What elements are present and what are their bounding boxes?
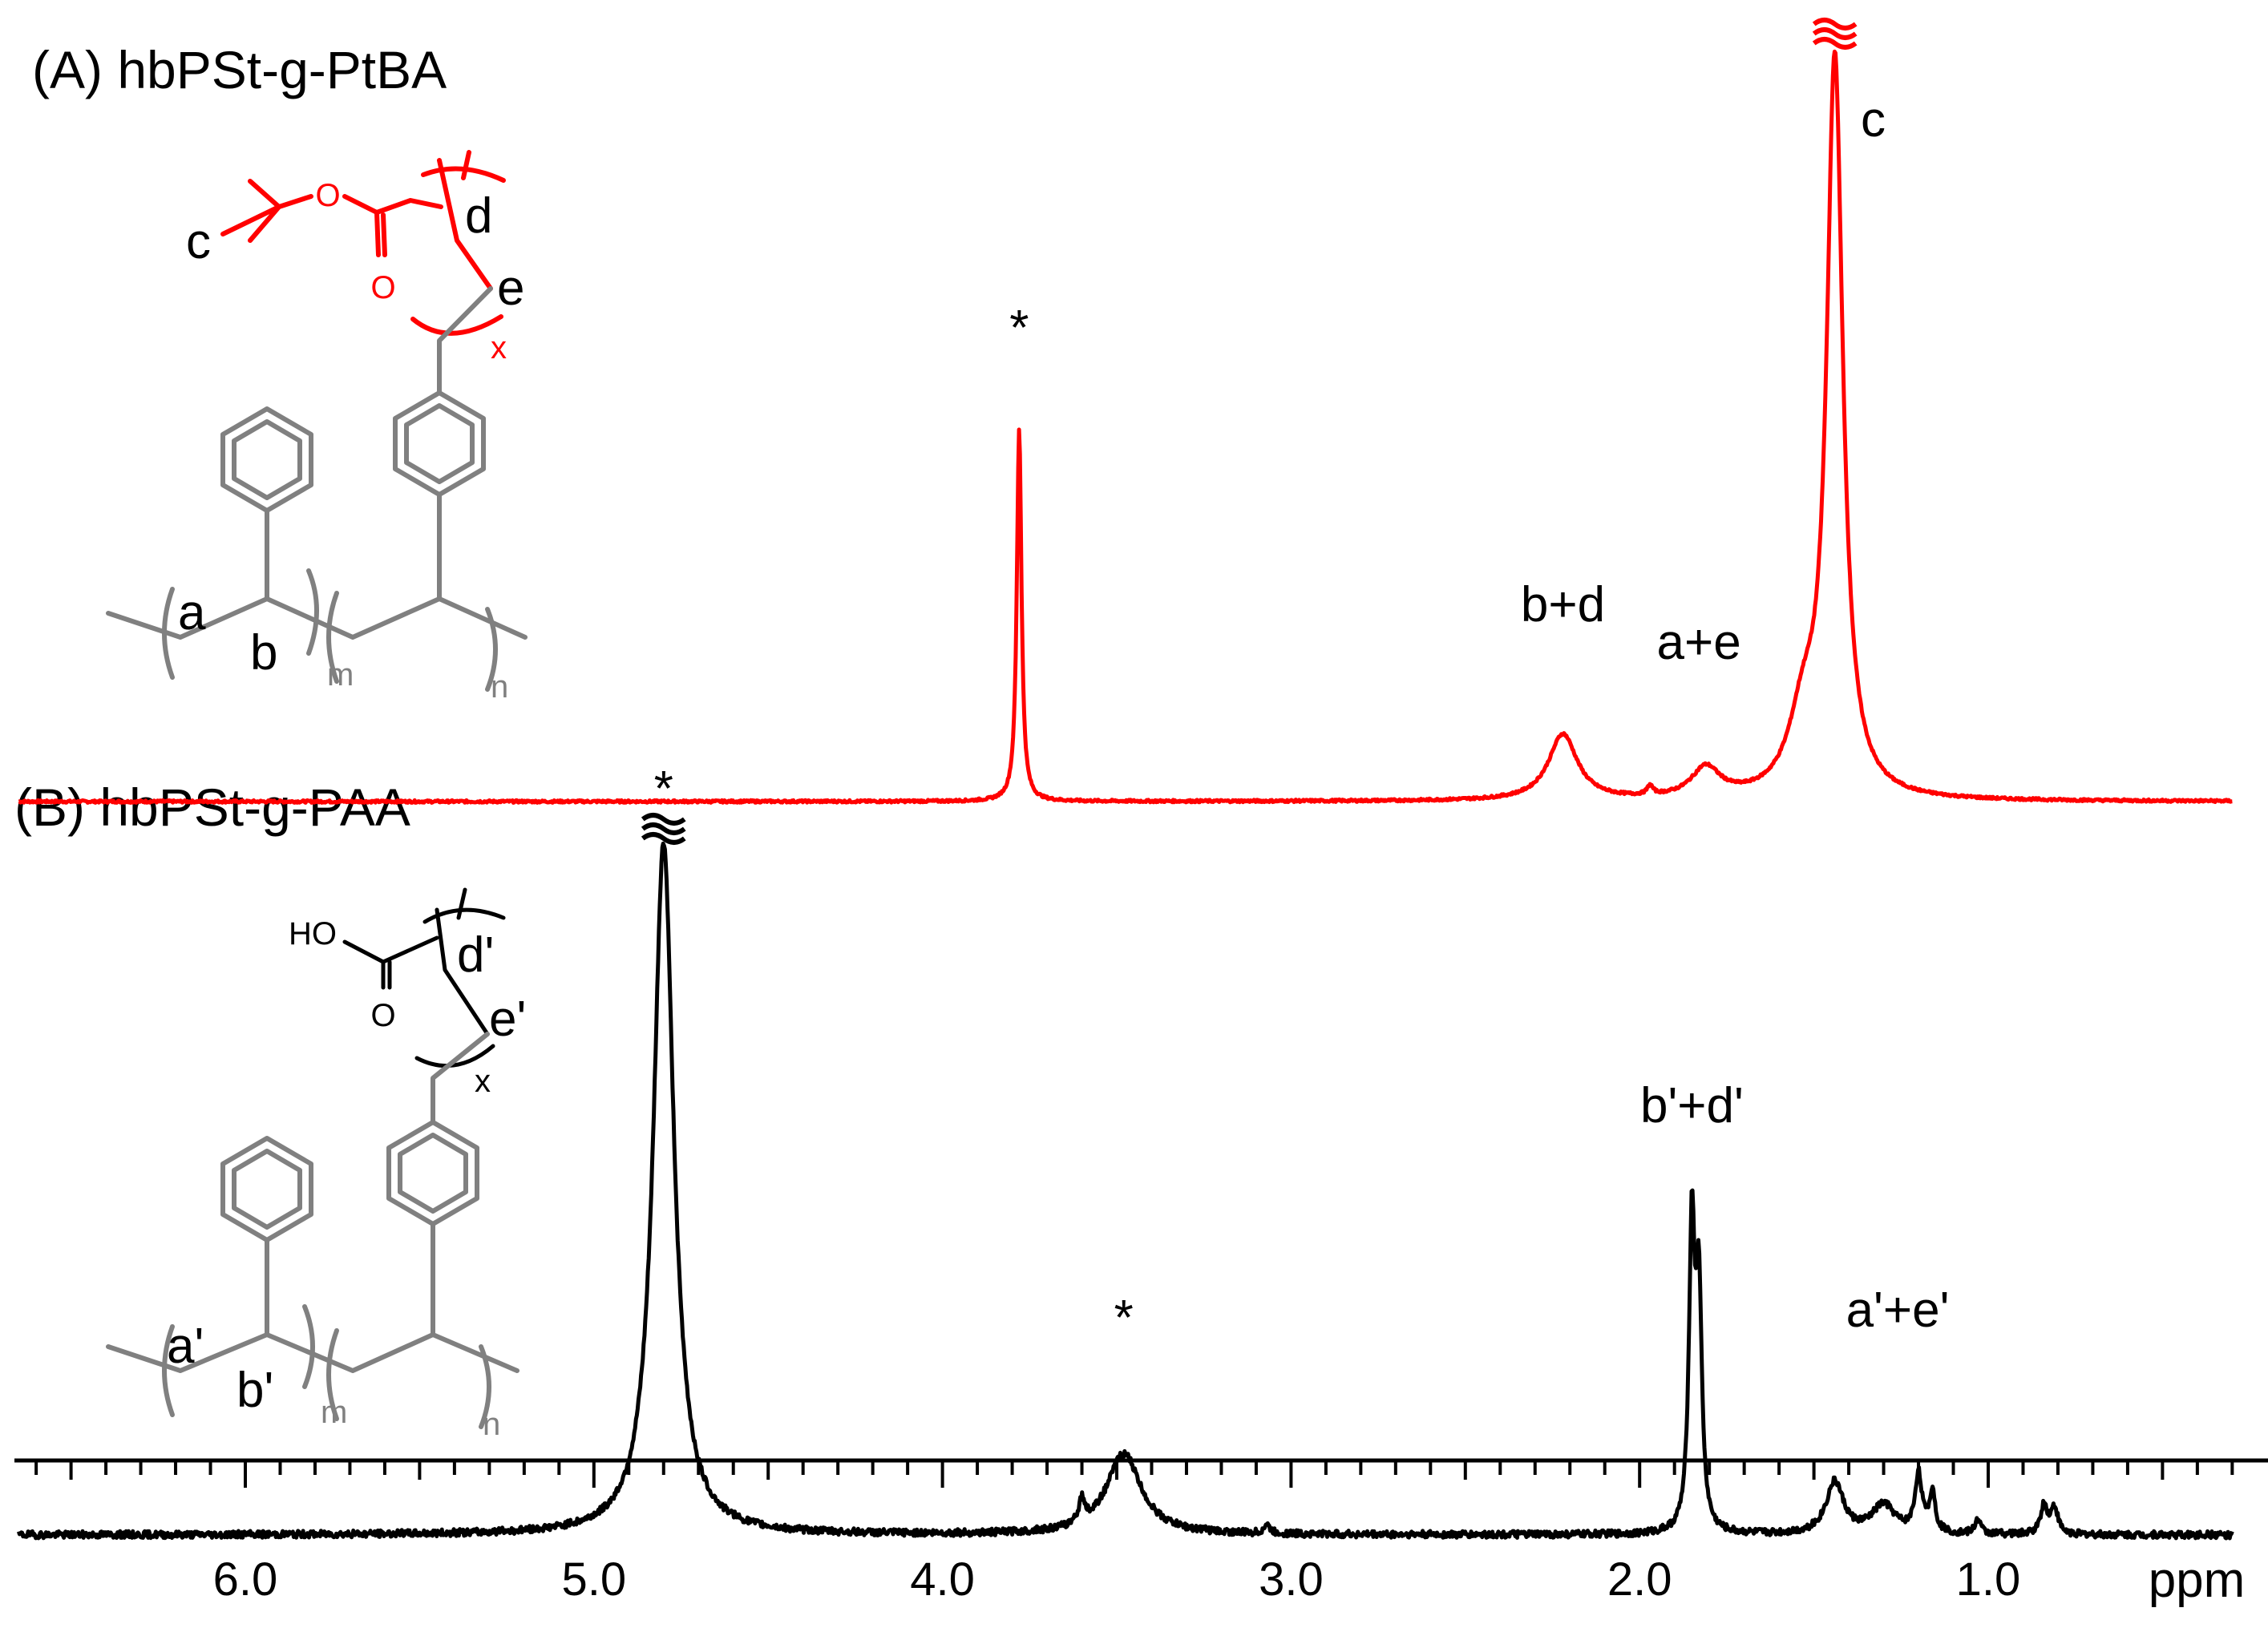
repeat-n-a: n	[491, 669, 508, 705]
panel-b-title: (B) hbPSt-g-PAA	[14, 778, 410, 837]
carbonyl-oxygen-a: O	[370, 270, 395, 305]
peak-annotation: *	[654, 761, 673, 817]
label-b-structure: b	[250, 625, 277, 681]
break-wave-line	[1812, 18, 1858, 30]
hydroxyl-group: HO	[289, 916, 337, 951]
peak-annotation: *	[1009, 301, 1029, 356]
label-e-prime-structure: e'	[489, 992, 526, 1047]
x-axis-unit: ppm	[2149, 1553, 2246, 1608]
peak-annotation: a+e	[1657, 615, 1741, 670]
repeat-n-b: n	[483, 1407, 500, 1442]
break-wave-line	[641, 832, 686, 845]
x-tick-label: 3.0	[1259, 1553, 1324, 1606]
spectrum-trace-a	[17, 49, 2234, 805]
repeat-m-b: m	[321, 1395, 347, 1430]
structure-a-backbone	[106, 286, 528, 692]
structure-b: HO O x m n d' e' a' b'	[106, 887, 526, 1442]
ether-oxygen: O	[315, 178, 340, 213]
x-tick-label: 6.0	[213, 1553, 278, 1606]
label-a-structure: a	[178, 585, 206, 640]
peak-annotation: b+d	[1521, 577, 1605, 632]
break-wave-line	[641, 822, 686, 835]
label-a-prime-structure: a'	[167, 1319, 204, 1374]
peak-annotations-a: * b+d a+e c	[1009, 92, 1886, 670]
label-d-prime-structure: d'	[457, 927, 494, 983]
break-wave-line	[1812, 27, 1858, 40]
peak-annotation: b'+d'	[1640, 1078, 1744, 1133]
carbonyl-oxygen-b: O	[370, 998, 395, 1033]
repeat-m-a: m	[327, 657, 354, 693]
repeat-x-b: x	[475, 1064, 491, 1099]
break-wave-line	[641, 813, 686, 826]
structure-a: O O x m n c d e a b	[106, 150, 528, 705]
spectrum-trace-b	[17, 841, 2234, 1541]
x-tick-label: 1.0	[1956, 1553, 2021, 1606]
offscale-break-marker-a	[1812, 18, 1858, 50]
x-tick-label: 2.0	[1607, 1553, 1672, 1606]
structure-b-graft	[342, 887, 506, 1069]
x-tick-label: 4.0	[910, 1553, 975, 1606]
panel-a-title: (A) hbPSt-g-PtBA	[32, 40, 447, 99]
peak-annotation: c	[1861, 92, 1886, 147]
peak-annotations-b: * * b'+d' a'+e'	[654, 761, 1950, 1346]
peak-annotation: *	[1114, 1291, 1134, 1346]
label-c-structure: c	[186, 214, 211, 269]
structure-b-backbone	[106, 1032, 519, 1429]
offscale-break-marker-b	[641, 813, 686, 845]
repeat-x-a: x	[491, 330, 507, 366]
x-tick-label: 5.0	[561, 1553, 626, 1606]
peak-annotation: a'+e'	[1846, 1283, 1950, 1338]
x-axis: 6.0 5.0 4.0 3.0 2.0 1.0	[14, 1458, 2268, 1606]
label-d-structure: d	[465, 188, 492, 244]
structure-a-graft	[220, 150, 506, 336]
break-wave-line	[1812, 37, 1858, 50]
label-b-prime-structure: b'	[237, 1363, 273, 1418]
label-e-structure: e	[497, 261, 524, 316]
